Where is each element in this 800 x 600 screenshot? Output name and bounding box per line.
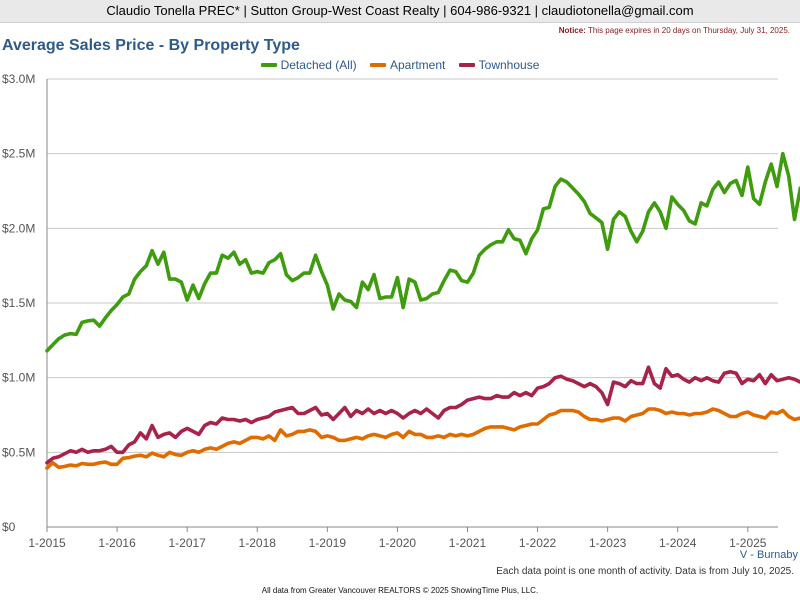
y-tick-label: $3.0M [2, 72, 35, 86]
legend-swatch-detached [260, 62, 277, 67]
legend-swatch-apartment [369, 62, 386, 67]
x-tick-label: 1-2025 [729, 536, 767, 550]
legend-item-detached[interactable]: Detached (All) [260, 58, 357, 72]
series-line-detached-all [45, 151, 800, 353]
x-tick-label: 1-2020 [379, 536, 417, 550]
x-tick-label: 1-2018 [239, 536, 277, 550]
data-footnote: Each data point is one month of activity… [496, 566, 794, 577]
x-tick-label: 1-2021 [449, 536, 487, 550]
y-tick-label: $2.0M [2, 221, 35, 235]
chart-title: Average Sales Price - By Property Type [2, 37, 300, 54]
x-tick-label: 1-2022 [519, 536, 557, 550]
x-tick-label: 1-2016 [98, 536, 136, 550]
legend-swatch-townhouse [458, 62, 475, 67]
y-tick-label: $1.5M [2, 296, 35, 310]
expiry-notice: Notice: This page expires in 20 days on … [559, 26, 790, 35]
region-label: V - Burnaby [739, 549, 798, 561]
legend-item-townhouse[interactable]: Townhouse [458, 58, 540, 72]
y-tick-label: $1.0M [2, 371, 35, 385]
chart-legend: Detached (All) Apartment Townhouse [0, 58, 800, 72]
notice-text: This page expires in 20 days on Thursday… [587, 26, 790, 35]
notice-label: Notice: [558, 26, 586, 35]
y-tick-label: $0.5M [2, 445, 35, 459]
legend-item-apartment[interactable]: Apartment [369, 58, 446, 72]
y-tick-label: $0 [2, 520, 16, 534]
x-tick-label: 1-2023 [589, 536, 627, 550]
x-tick-label: 1-2015 [28, 536, 66, 550]
legend-label-apartment: Apartment [389, 58, 446, 72]
series-line-townhouse [45, 365, 800, 465]
header-contact-text: Claudio Tonella PREC* | Sutton Group-Wes… [106, 3, 694, 18]
x-tick-label: 1-2017 [168, 536, 206, 550]
legend-label-townhouse: Townhouse [478, 58, 540, 72]
y-tick-label: $2.5M [2, 147, 35, 161]
header-contact-bar: Claudio Tonella PREC* | Sutton Group-Wes… [0, 0, 800, 23]
x-tick-label: 1-2024 [659, 536, 697, 550]
legend-label-detached: Detached (All) [280, 58, 357, 72]
x-tick-label: 1-2019 [309, 536, 347, 550]
series-line-apartment [45, 407, 800, 470]
data-credit: All data from Greater Vancouver REALTORS… [261, 586, 539, 595]
